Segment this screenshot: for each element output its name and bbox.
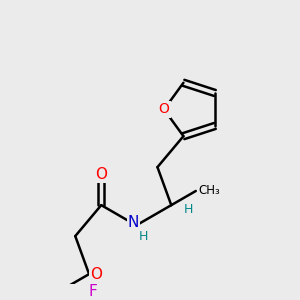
Text: O: O <box>90 267 102 282</box>
Text: O: O <box>95 167 107 182</box>
Text: O: O <box>159 103 170 116</box>
Text: F: F <box>88 284 97 298</box>
Text: H: H <box>184 203 193 216</box>
Text: CH₃: CH₃ <box>199 184 220 197</box>
Text: H: H <box>138 230 148 243</box>
Text: N: N <box>128 215 139 230</box>
